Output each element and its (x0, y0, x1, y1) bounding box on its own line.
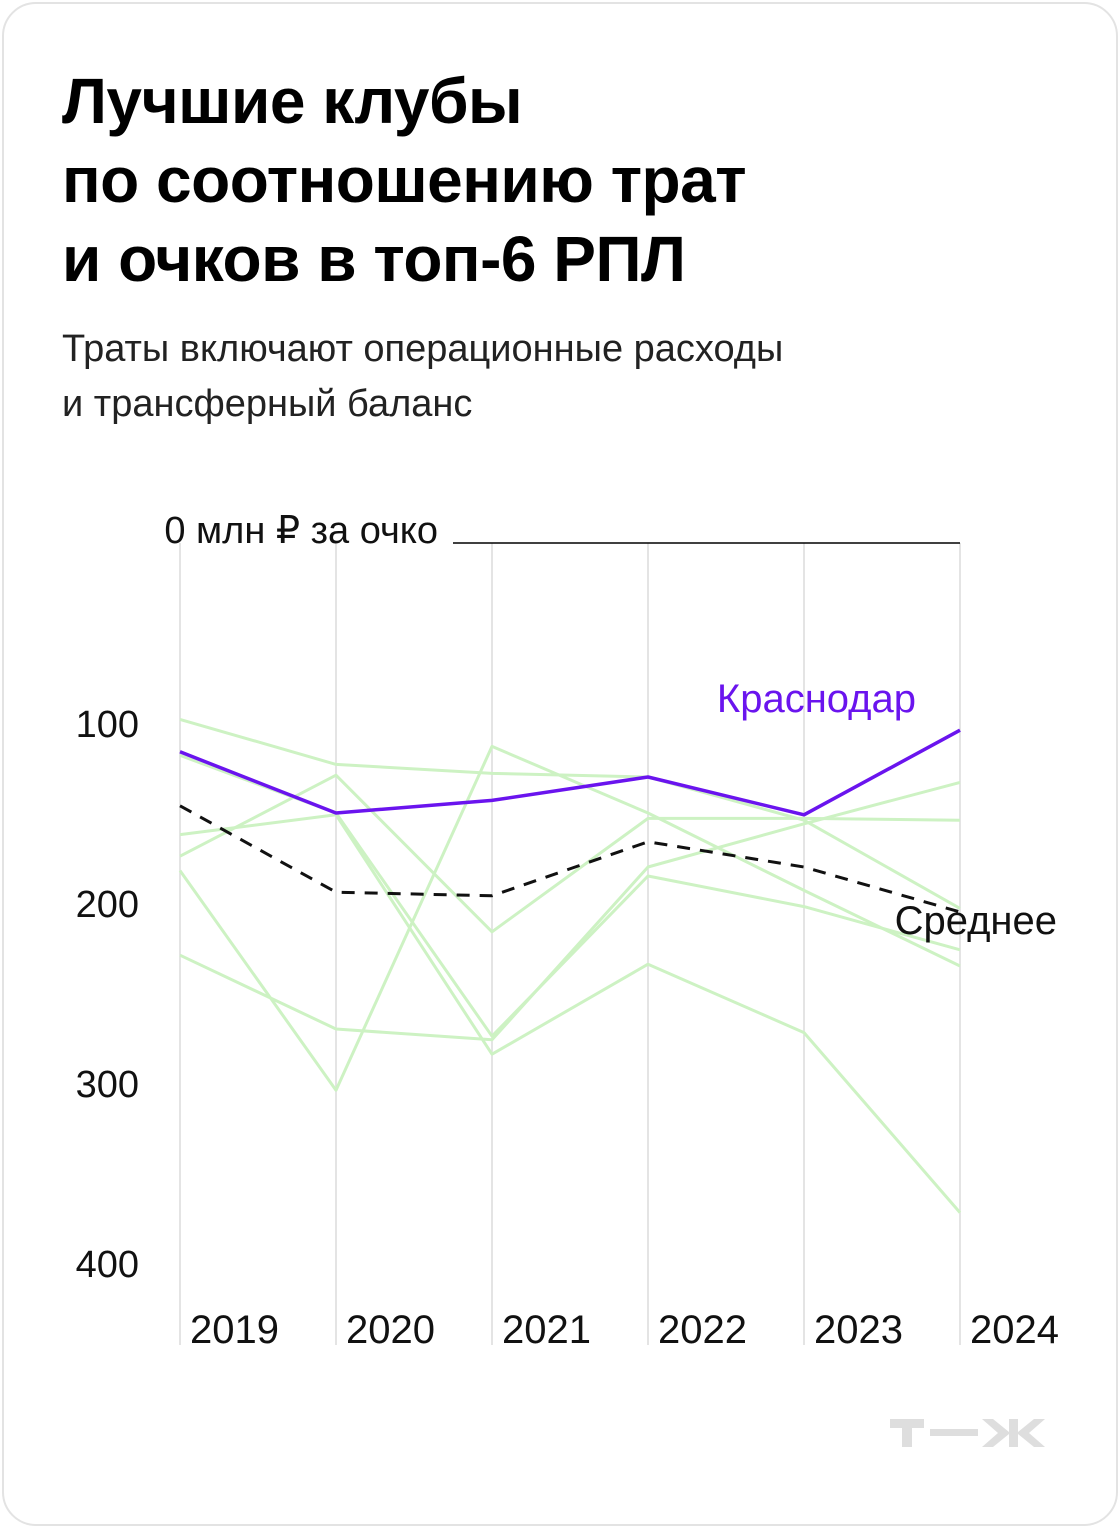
line-chart: 2019 2020 2021 2022 2023 2024 0 млн ₽ за очко 1… (76, 510, 1059, 1352)
series-label-average: Среднее (895, 899, 1057, 943)
y-tick-label: 100 (76, 704, 139, 746)
y-tick-label: 400 (76, 1244, 139, 1286)
y-tick-label: 200 (76, 884, 139, 926)
x-tick-label: 2022 (658, 1308, 747, 1352)
chart-subtitle: Траты включают операционные расходы и тр… (62, 322, 1062, 432)
axis-layer: 2019 2020 2021 2022 2023 2024 0 млн ₽ за очко 1… (76, 510, 1059, 1352)
series-line-other (178, 744, 961, 1092)
x-tick-label: 2019 (190, 1308, 279, 1352)
y-tick-label: 300 (76, 1064, 139, 1106)
series-label-highlight: Краснодар (717, 677, 916, 721)
grid-layer (179, 542, 961, 1345)
series-line-other (179, 717, 961, 910)
y-tick-label: 0 млн ₽ за очко (164, 510, 438, 552)
series-layer (178, 717, 962, 1214)
title-line: Лучшие клубы (62, 65, 523, 137)
series-line-average (179, 804, 961, 914)
x-tick-label: 2021 (502, 1308, 591, 1352)
x-tick-label: 2020 (346, 1308, 435, 1352)
subtitle-line: и трансферный баланс (62, 383, 473, 425)
series-line-other (179, 773, 961, 934)
x-tick-label: 2023 (814, 1308, 903, 1352)
title-line: по соотношению трат (62, 144, 747, 216)
series-line-other (179, 780, 961, 1042)
subtitle-line: Траты включают операционные расходы (62, 328, 784, 370)
series-line-highlight (179, 728, 961, 817)
tzh-logo (890, 1419, 1045, 1447)
x-tick-label: 2024 (970, 1308, 1059, 1352)
chart-title: Лучшие клубы по соотношению трат и очков… (62, 62, 1042, 299)
title-line: и очков в топ-6 РПЛ (62, 223, 686, 295)
label-layer: Краснодар Среднее (717, 677, 1057, 943)
series-line-other (179, 813, 962, 1214)
